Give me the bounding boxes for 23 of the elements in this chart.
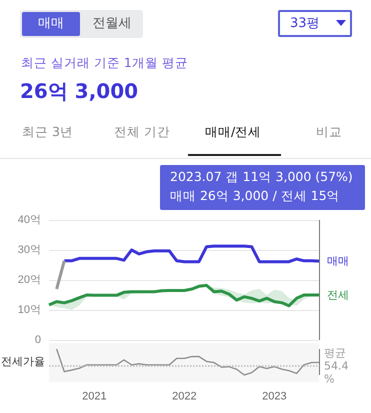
text: 비교 xyxy=(316,124,342,141)
text: 매매 xyxy=(22,12,80,36)
text: 전체 기간 xyxy=(114,124,170,141)
y-axis-title: 전세가율 xyxy=(1,356,45,368)
x-tick-label: 2023 xyxy=(262,390,287,402)
x-tick-label: 2022 xyxy=(172,390,197,402)
text: 33평 xyxy=(290,15,320,33)
series-label: 매매 xyxy=(327,254,349,268)
y-tick-label: 30억 xyxy=(18,244,41,256)
text: 매매 26억 3,000 / 전세 15억 xyxy=(170,188,340,205)
text: 전월세 xyxy=(92,15,132,33)
text: 최근 3년 xyxy=(22,124,73,141)
series-label: 전세 xyxy=(327,288,349,302)
ref-line-label: 평균 54.4% xyxy=(324,346,350,386)
chart-title: 최근 실거래 기준 1개월 평균 xyxy=(21,55,188,72)
x-tick-label: 2021 xyxy=(82,390,107,402)
y-tick-label: 0 xyxy=(34,334,41,346)
y-tick-label: 40억 xyxy=(18,214,41,226)
text: 매매/전세 xyxy=(205,124,262,141)
text: 2023.07 갭 11억 3,000 (57%) xyxy=(170,169,353,186)
y-tick-label: 20억 xyxy=(18,274,41,286)
y-tick-label: 10억 xyxy=(18,304,41,316)
chart-subtitle: 26억 3,000 xyxy=(20,78,138,105)
